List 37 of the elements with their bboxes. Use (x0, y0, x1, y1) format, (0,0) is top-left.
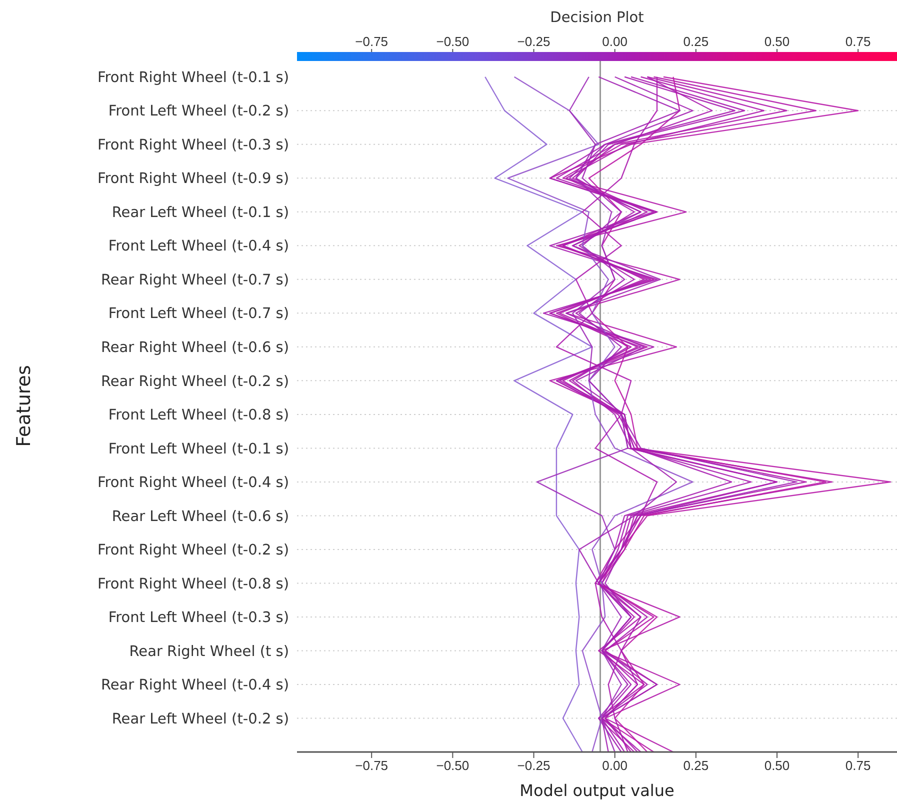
y-tick-label: Front Right Wheel (t-0.3 s) (97, 137, 289, 154)
color-bar-label: 0.25 (683, 34, 709, 49)
color-bar-label: −0.50 (436, 34, 470, 49)
x-tick-label: 0.50 (764, 758, 790, 774)
y-tick-label: Front Left Wheel (t-0.2 s) (108, 104, 289, 120)
y-tick-label: Front Left Wheel (t-0.7 s) (108, 306, 289, 322)
y-tick-label: Front Left Wheel (t-0.4 s) (108, 238, 289, 255)
x-tick-label: −0.50 (436, 758, 470, 774)
y-tick-label: Front Right Wheel (t-0.4 s) (97, 475, 289, 492)
y-axis-title: Features (13, 365, 35, 447)
y-tick-label: Rear Left Wheel (t-0.6 s) (112, 508, 289, 525)
y-tick-label: Front Right Wheel (t-0.9 s) (97, 171, 289, 188)
color-bar-label: 0.00 (602, 34, 628, 49)
y-tick-label: Rear Right Wheel (t-0.2 s) (100, 374, 289, 390)
x-tick-label: 0.75 (845, 758, 871, 774)
color-bar-label: 0.50 (764, 34, 790, 49)
x-axis-title: Model output value (520, 781, 674, 800)
y-tick-label: Rear Left Wheel (t-0.2 s) (112, 711, 289, 728)
color-bar-label: 0.75 (845, 34, 871, 49)
x-tick-label: 0.25 (683, 758, 709, 774)
y-tick-label: Rear Right Wheel (t s) (129, 644, 289, 660)
y-tick-label: Front Right Wheel (t-0.8 s) (97, 576, 289, 592)
x-tick-label: −0.25 (517, 758, 550, 774)
y-tick-label: Front Left Wheel (t-0.8 s) (108, 408, 289, 424)
x-tick-label: 0.00 (602, 758, 628, 774)
y-tick-label: Front Right Wheel (t-0.2 s) (97, 542, 289, 559)
color-bar-label: −0.25 (517, 34, 550, 49)
y-tick-label: Rear Right Wheel (t-0.7 s) (100, 272, 289, 288)
y-tick-label: Rear Left Wheel (t-0.1 s) (112, 204, 289, 221)
x-tick-label: −0.75 (355, 758, 388, 774)
color-bar-label: −0.75 (355, 34, 388, 49)
y-tick-label: Rear Right Wheel (t-0.4 s) (100, 678, 289, 694)
chart-title: Decision Plot (550, 10, 644, 26)
y-tick-label: Front Left Wheel (t-0.3 s) (108, 610, 289, 626)
y-tick-label: Front Right Wheel (t-0.1 s) (97, 70, 289, 86)
y-tick-label: Rear Right Wheel (t-0.6 s) (100, 340, 289, 356)
y-tick-label: Front Left Wheel (t-0.1 s) (108, 441, 289, 458)
